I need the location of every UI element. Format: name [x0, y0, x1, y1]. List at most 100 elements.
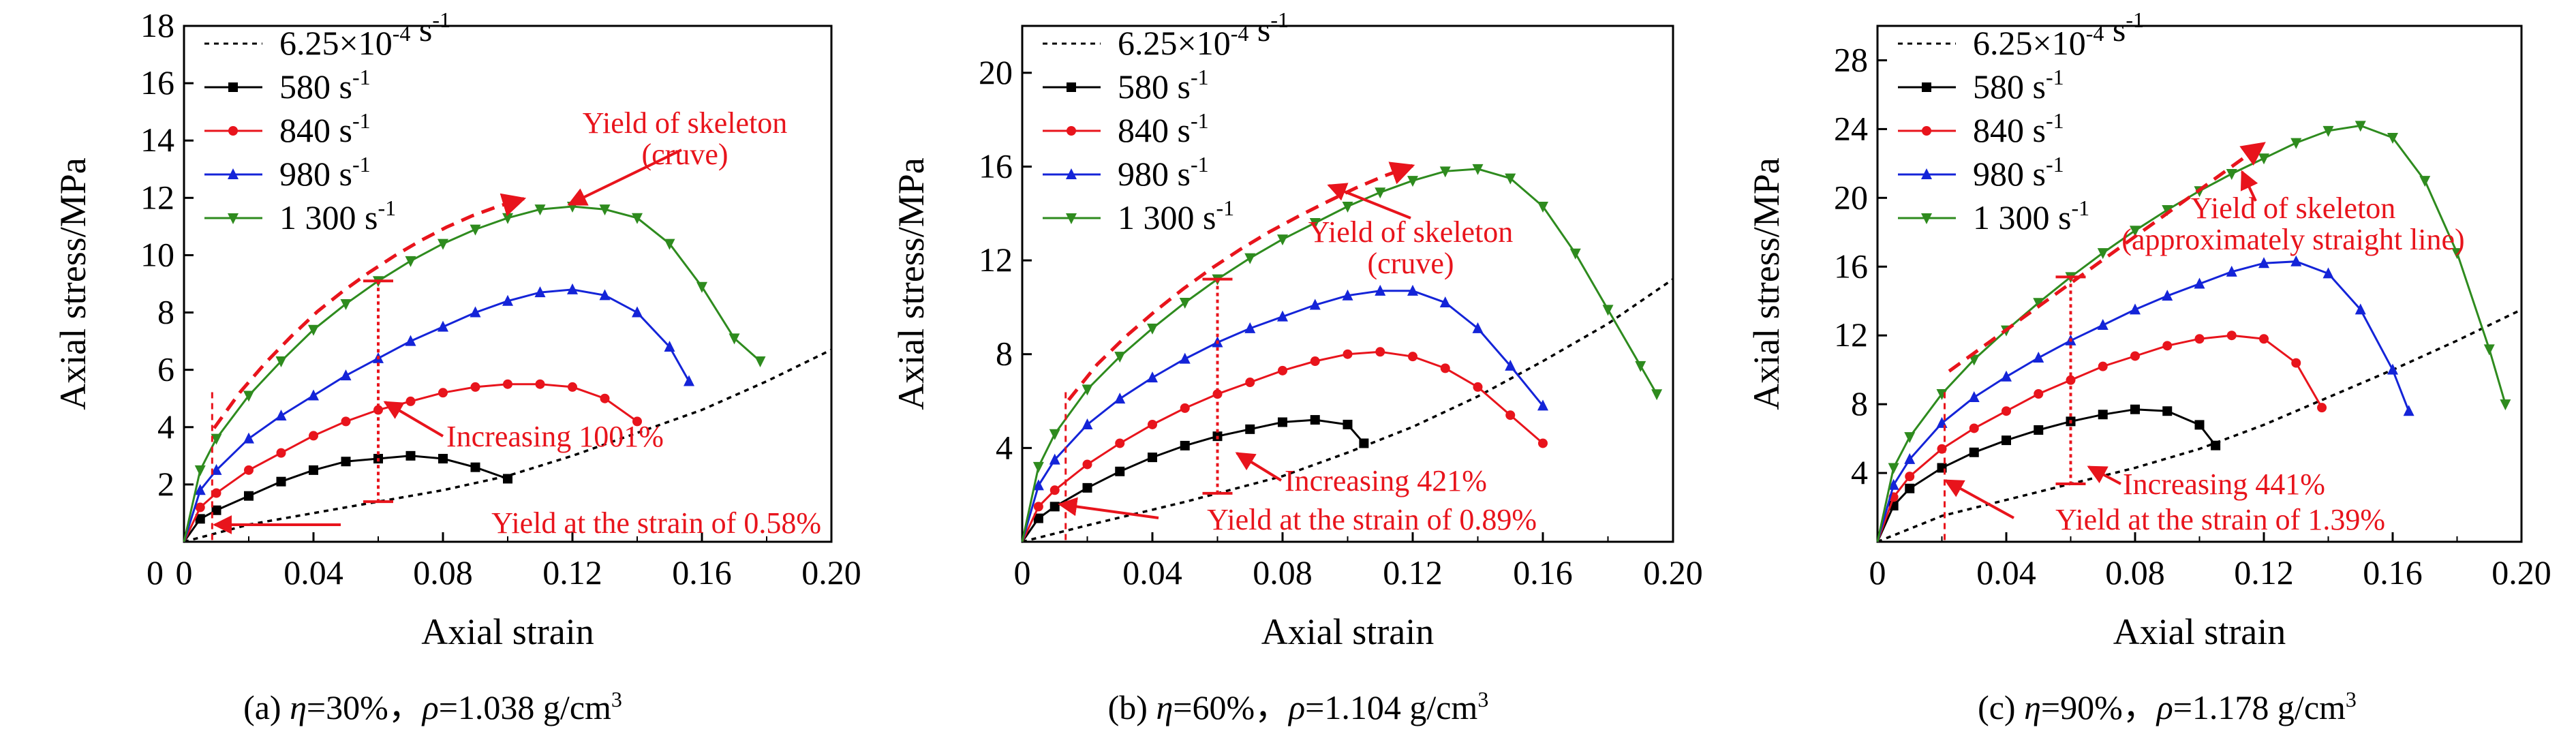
data-point: [534, 204, 546, 216]
x-tick-label: 0.08: [413, 553, 473, 592]
data-point: [1180, 440, 1190, 450]
y-axis-label: Axial stress/MPa: [1746, 157, 1787, 410]
legend-label-3: 980 s-1: [1118, 152, 1209, 193]
data-point: [405, 450, 416, 461]
data-point: [2355, 121, 2366, 132]
data-point: [1179, 298, 1191, 309]
data-point: [1342, 201, 1353, 213]
data-point: [2162, 204, 2173, 216]
data-point: [2097, 248, 2109, 260]
data-point: [1032, 461, 1044, 473]
x-tick-label: 0.16: [1513, 553, 1573, 592]
arrow-yield-strain: [1944, 479, 2014, 519]
data-point: [2226, 265, 2237, 277]
data-point: [599, 289, 611, 301]
x-axis-label: Axial strain: [1261, 611, 1434, 652]
data-point: [2162, 290, 2173, 301]
data-point: [1115, 438, 1125, 448]
data-point: [632, 306, 643, 318]
data-point: [2290, 255, 2302, 266]
legend-label-4: 1 300 s-1: [279, 196, 396, 236]
legend-marker-4: [228, 213, 239, 224]
data-point: [1343, 419, 1353, 429]
y-tick-label: 12: [979, 241, 1013, 279]
data-point: [503, 379, 512, 389]
data-point: [1245, 424, 1255, 434]
data-point: [308, 324, 319, 336]
data-point: [373, 405, 383, 415]
data-point: [438, 454, 448, 464]
chart-panel-1: 0 0.04 0.08 0.12 0.16 0.20 4 8 12 16 20 Axial strai…: [891, 7, 1703, 652]
data-point: [470, 224, 481, 236]
data-point: [1635, 361, 1646, 372]
x-tick-label: 0.20: [1643, 553, 1703, 592]
y-tick-label: 6: [157, 350, 174, 388]
annotation-yield-skeleton: Yield of skeleton: [1308, 215, 1514, 249]
data-point: [502, 294, 513, 306]
y-tick-label: 10: [140, 235, 174, 273]
legend-marker-3: [1066, 168, 1077, 179]
data-point: [2034, 388, 2044, 399]
data-point: [1212, 389, 1223, 399]
data-point: [195, 502, 205, 512]
data-point: [470, 306, 481, 318]
y-tick-label: 20: [979, 53, 1013, 91]
annotation-yield-skeleton: Yield of skeleton: [583, 106, 788, 140]
arrow-yield-strain: [1058, 497, 1159, 519]
data-point: [1969, 447, 1979, 457]
x-axis-label: Axial strain: [421, 611, 594, 652]
data-point: [309, 431, 318, 441]
data-point: [2387, 363, 2398, 375]
y-tick-label: 12: [140, 178, 174, 216]
arrow-increasing: [1235, 452, 1283, 482]
data-point: [1904, 432, 1916, 444]
data-point: [194, 484, 206, 495]
data-point: [1049, 429, 1060, 440]
annotation-yield-strain: Yield at the strain of 0.58%: [491, 506, 821, 540]
legend-label-1: 580 s-1: [1118, 65, 1209, 106]
data-point: [2130, 303, 2141, 315]
data-point: [211, 463, 222, 475]
data-point: [1888, 463, 1899, 474]
data-point: [2098, 361, 2108, 371]
data-point: [1602, 305, 1614, 316]
data-point: [1968, 391, 1980, 403]
y-axis-label: Axial stress/MPa: [52, 157, 93, 410]
data-point: [1505, 359, 1516, 371]
data-point: [1148, 419, 1157, 429]
data-point: [1277, 234, 1288, 246]
data-point: [340, 369, 352, 381]
data-point: [1278, 365, 1287, 375]
data-point: [275, 356, 287, 368]
data-point: [1309, 298, 1321, 310]
data-point: [1375, 187, 1386, 199]
data-point: [2211, 440, 2221, 450]
legend-label-1: 580 s-1: [279, 65, 371, 106]
y-tick-label: 0: [147, 553, 164, 592]
data-point: [2483, 344, 2495, 356]
chart-panel-2: 0 0.04 0.08 0.12 0.16 0.20 4 8 12 16 20 24 28 Axial s…: [1746, 7, 2551, 652]
legend-label-1: 580 s-1: [1973, 65, 2064, 106]
arrow-yield-skeleton: [1327, 183, 1411, 219]
y-axis-label: Axial stress/MPa: [891, 157, 932, 410]
data-point: [2291, 358, 2301, 368]
data-point: [2002, 406, 2011, 416]
data-point: [664, 341, 675, 352]
series-line-2: [1876, 334, 2323, 542]
annotation-increasing: Increasing 421%: [1285, 464, 1487, 497]
x-tick-label: 0: [176, 553, 193, 592]
legend-marker-1: [228, 82, 238, 92]
annotation-yield-strain: Yield at the strain of 0.89%: [1207, 503, 1537, 536]
series-line-4: [183, 205, 761, 542]
data-point: [276, 476, 286, 487]
data-point: [341, 457, 351, 467]
legend-label-0: 6.25×10-4 s-1: [1118, 7, 1289, 62]
data-point: [567, 283, 578, 294]
data-point: [308, 389, 319, 401]
data-point: [2162, 341, 2173, 351]
legend-marker-3: [1921, 168, 1932, 179]
data-point: [1505, 410, 1516, 420]
chart-panel-0: 0 0.04 0.08 0.12 0.16 0.20 0 2 4 6 8 10 12 14 16 18 Axia…: [52, 6, 861, 652]
data-point: [503, 474, 512, 484]
